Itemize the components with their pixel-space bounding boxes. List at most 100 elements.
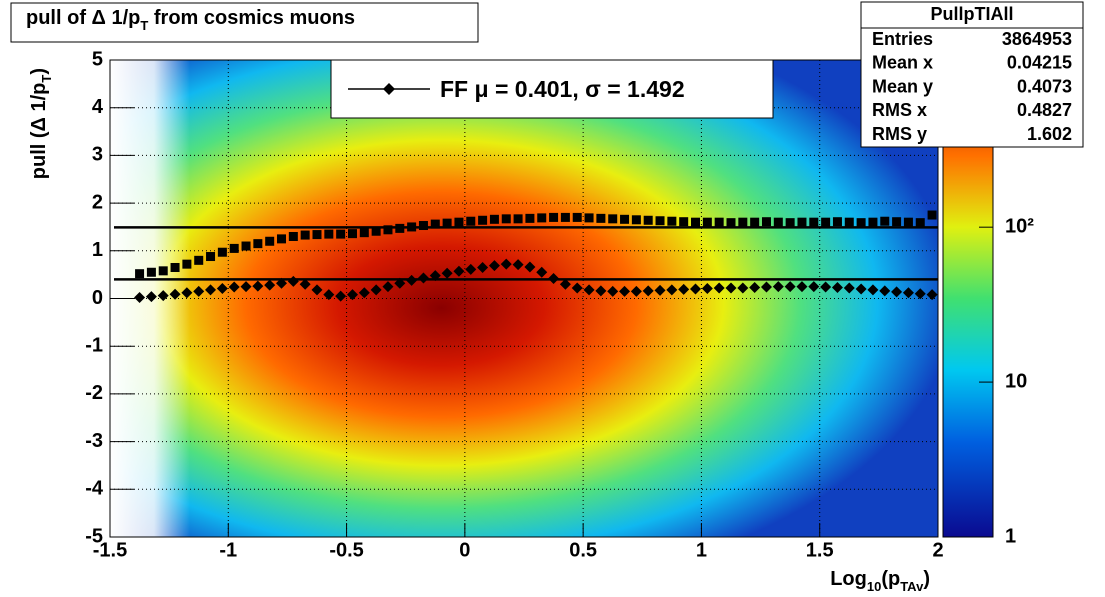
- square-marker: [513, 214, 523, 224]
- diamond-marker: [512, 259, 524, 271]
- diamond-marker: [855, 283, 867, 295]
- square-marker: [773, 217, 783, 227]
- diamond-marker: [630, 285, 642, 297]
- diamond-marker: [216, 282, 228, 294]
- square-marker: [821, 217, 831, 227]
- square-marker: [336, 229, 346, 239]
- diamond-marker: [134, 292, 146, 304]
- diamond-marker: [394, 277, 406, 289]
- y-tick-label: 0: [92, 287, 103, 309]
- y-tick-label: -3: [85, 430, 103, 452]
- stats-box: [860, 1, 1084, 148]
- square-marker: [347, 229, 357, 239]
- label-part: (p: [881, 568, 900, 590]
- diamond-marker: [382, 281, 394, 293]
- square-marker: [714, 217, 724, 227]
- diamond-marker: [335, 290, 347, 302]
- y-tick-label: 3: [92, 144, 103, 166]
- diamond-marker: [205, 284, 217, 296]
- diamond-marker: [713, 282, 725, 294]
- diamond-marker: [370, 284, 382, 296]
- square-marker: [265, 236, 275, 246]
- diamond-marker: [500, 258, 512, 270]
- square-marker: [892, 217, 902, 227]
- x-tick-label: -1.5: [93, 539, 127, 561]
- square-marker: [430, 219, 440, 229]
- square-marker: [217, 247, 227, 257]
- square-marker: [383, 225, 393, 235]
- diamond-marker: [808, 281, 820, 293]
- square-marker: [667, 216, 677, 226]
- x-tick-label: 0: [459, 539, 470, 561]
- label-part: ): [28, 68, 50, 75]
- diamond-marker: [843, 282, 855, 294]
- diamond-marker: [831, 282, 843, 294]
- legend-label: FF μ = 0.401, σ = 1.492: [440, 76, 685, 102]
- square-marker: [312, 230, 322, 240]
- title-box: [10, 2, 479, 43]
- diamond-marker: [323, 289, 335, 301]
- stats-value: 0.4073: [1017, 76, 1072, 96]
- square-marker: [702, 217, 712, 227]
- diamond-marker: [583, 284, 595, 296]
- stats-key: Mean x: [872, 53, 933, 73]
- square-marker: [229, 243, 239, 253]
- diamond-marker: [749, 282, 761, 294]
- square-marker: [324, 229, 334, 239]
- square-marker: [643, 215, 653, 225]
- diamond-marker: [678, 283, 690, 295]
- diamond-marker: [145, 291, 157, 303]
- square-marker: [288, 231, 298, 241]
- chart-title: pull of Δ 1/pT from cosmics muons: [26, 7, 355, 33]
- y-tick-label: -5: [85, 525, 103, 547]
- square-marker: [478, 215, 488, 225]
- square-marker: [761, 217, 771, 227]
- y-tick-label: 4: [92, 96, 104, 118]
- square-marker: [608, 214, 618, 224]
- diamond-marker: [914, 288, 926, 300]
- square-marker: [880, 216, 890, 226]
- square-marker: [927, 210, 937, 220]
- square-marker: [300, 230, 310, 240]
- square-marker: [785, 218, 795, 228]
- square-marker: [501, 214, 511, 224]
- square-marker: [620, 214, 630, 224]
- y-tick-label: -4: [85, 478, 104, 500]
- diamond-marker: [654, 284, 666, 296]
- stats-value: 0.04215: [1007, 53, 1072, 73]
- colorbar-tick-label: 1: [1005, 525, 1016, 547]
- square-marker: [750, 217, 760, 227]
- square-marker: [572, 212, 582, 222]
- diamond-marker: [417, 272, 429, 284]
- square-marker: [194, 255, 204, 265]
- square-marker: [395, 223, 405, 233]
- diamond-marker: [607, 285, 619, 297]
- subscript: 10: [867, 579, 881, 594]
- y-tick-label: -2: [85, 382, 103, 404]
- diamond-marker: [240, 281, 252, 293]
- square-marker: [241, 241, 251, 251]
- square-marker: [454, 217, 464, 227]
- y-tick-label: 2: [92, 191, 103, 213]
- label-part: Log: [830, 568, 867, 590]
- diamond-marker: [441, 267, 453, 279]
- square-marker: [407, 222, 417, 232]
- diamond-marker: [429, 270, 441, 282]
- x-axis-label: Log10(pTAv): [830, 568, 930, 594]
- stats-value: 3864953: [1002, 29, 1072, 49]
- stats-key: RMS y: [872, 124, 927, 144]
- square-marker: [158, 266, 168, 276]
- square-marker: [726, 218, 736, 228]
- square-marker: [549, 212, 559, 222]
- diamond-marker: [193, 285, 205, 297]
- diamond-marker: [465, 263, 477, 275]
- diamond-marker: [287, 275, 299, 287]
- square-marker: [655, 216, 665, 226]
- diamond-marker: [737, 282, 749, 294]
- square-marker: [146, 267, 156, 277]
- diamond-marker: [299, 278, 311, 290]
- square-marker: [489, 214, 499, 224]
- stats-key: Entries: [872, 29, 933, 49]
- diamond-marker: [879, 285, 891, 297]
